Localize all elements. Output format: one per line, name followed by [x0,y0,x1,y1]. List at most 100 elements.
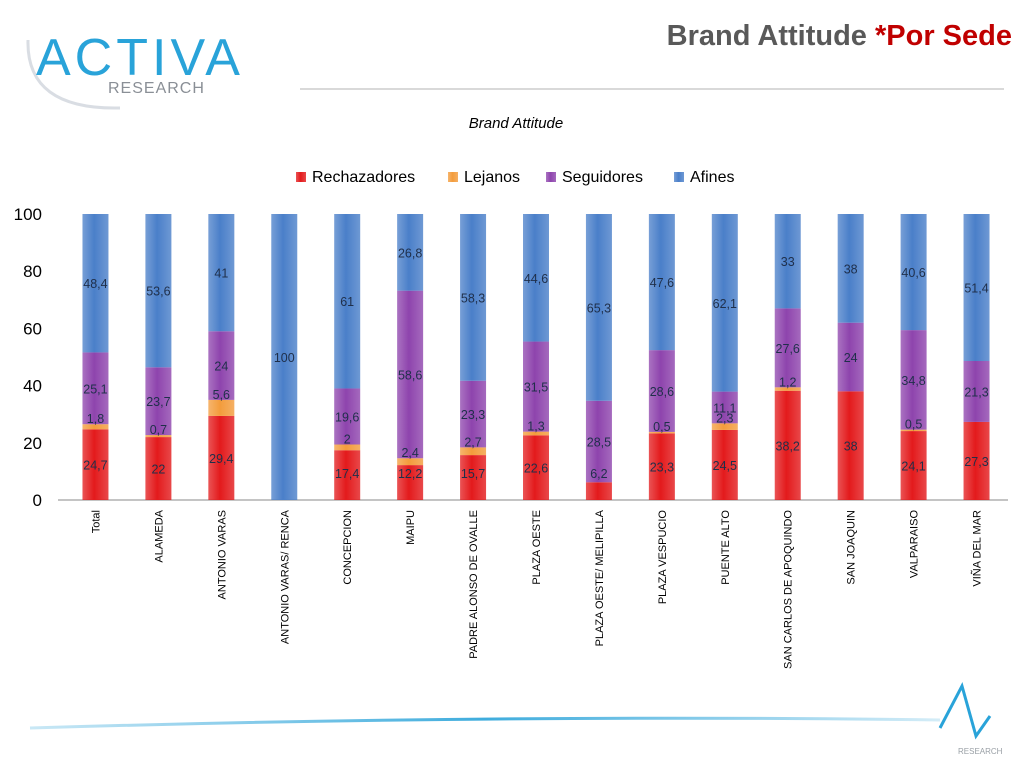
data-label-afines-alameda: 53,6 [146,285,170,299]
bar-segment-afines-maipu [397,214,424,291]
data-label-rechazadores-alameda: 22 [151,463,165,477]
data-label-afines-plaza-oeste: 44,6 [524,272,548,286]
x-tick-label-puente-alto: PUENTE ALTO [720,510,732,585]
bar-segment-rechazadores-valparaiso [900,431,927,500]
data-label-rechazadores-puente-alto: 24,5 [713,459,737,473]
bar-segment-seguidores-san-carlos-de-apoquindo [774,308,801,388]
logo-swoosh-icon [26,39,121,110]
x-tick-label-plaza-oeste: PLAZA OESTE [531,510,543,585]
data-label-rechazadores-concepcion: 17,4 [335,467,359,481]
x-tick-label-plaza-vespucio: PLAZA VESPUCIO [657,510,669,605]
bars-group [82,214,990,500]
data-label-afines-total: 48,4 [83,277,107,291]
legend-swatch-afines [674,172,684,182]
data-label-rechazadores-san-carlos-de-apoquindo: 38,2 [776,439,800,453]
y-tick-label-80: 80 [23,262,42,281]
logo-sub-text: RESEARCH [108,80,205,97]
bar-segment-lejanos-plaza-oeste [523,431,549,436]
data-label-seguidores-san-carlos-de-apoquindo: 27,6 [776,342,800,356]
bar-segment-lejanos-padre-alonso-de-ovalle [460,447,487,456]
bar-segment-seguidores-vina-del-mar [963,361,990,422]
data-label-seguidores-alameda: 23,7 [146,395,170,409]
bar-segment-rechazadores-plaza-oeste-melipilla [585,482,612,500]
bar-segment-seguidores-antonio-varas [208,331,235,400]
data-label-afines-antonio-varas-renca: 100 [274,351,295,365]
bar-segment-afines-san-joaquin [837,214,864,323]
bar-segment-rechazadores-concepcion [334,450,361,500]
data-label-afines-puente-alto: 62,1 [713,297,737,311]
bar-segment-seguidores-padre-alonso-de-ovalle [460,380,487,448]
bar-segment-lejanos-plaza-vespucio [648,431,675,434]
data-label-seguidores-plaza-vespucio: 28,6 [650,385,674,399]
data-label-afines-antonio-varas: 41 [214,267,228,281]
data-label-lejanos-puente-alto: 2,3 [716,411,733,425]
data-label-lejanos-plaza-vespucio: 0,5 [653,420,670,434]
bar-segment-rechazadores-alameda [145,437,172,500]
data-label-lejanos-alameda: 0,7 [150,423,167,437]
activa-research-logo: ACTIVA RESEARCH [26,29,240,110]
bar-segment-rechazadores-plaza-vespucio [648,433,675,500]
data-label-rechazadores-valparaiso: 24,1 [901,460,925,474]
data-label-seguidores-maipu: 58,6 [398,368,422,382]
page-title-accent: *Por Sede [875,20,1012,52]
x-axis-labels: Total ALAMEDA ANTONIO VARAS ANTONIO VARAS/ … [90,509,983,669]
data-label-seguidores-antonio-varas: 24 [214,360,228,374]
bar-segment-rechazadores-puente-alto [711,429,738,500]
bar-segment-seguidores-maipu [397,290,424,459]
y-tick-label-20: 20 [23,434,42,453]
data-label-lejanos-antonio-varas: 5,6 [213,388,230,402]
bar-segment-seguidores-total [82,352,109,425]
bar-segment-seguidores-puente-alto [711,391,738,424]
bar-segment-lejanos-concepcion [334,444,361,451]
page-title-main: Brand Attitude [666,20,867,52]
chart-legend: Rechazadores Lejanos Seguidores Afines [296,169,734,186]
bar-segment-afines-total [82,214,109,353]
data-label-seguidores-puente-alto: 11,1 [713,401,736,415]
data-label-afines-plaza-vespucio: 47,6 [650,276,674,290]
data-label-seguidores-total: 25,1 [83,382,107,396]
data-label-lejanos-san-carlos-de-apoquindo: 1,2 [779,375,796,389]
data-label-seguidores-padre-alonso-de-ovalle: 23,3 [461,408,485,422]
bar-segment-lejanos-valparaiso [900,429,927,432]
x-tick-label-plaza-oeste-melipilla: PLAZA OESTE/ MELIPILLA [594,509,606,646]
x-tick-label-san-carlos-de-apoquindo: SAN CARLOS DE APOQUINDO [783,510,795,669]
data-label-rechazadores-padre-alonso-de-ovalle: 15,7 [461,467,485,481]
bar-segment-seguidores-san-joaquin [837,322,864,392]
bar-segment-afines-vina-del-mar [963,214,990,362]
data-label-lejanos-padre-alonso-de-ovalle: 2,7 [464,435,481,449]
bar-segment-afines-alameda [145,214,172,368]
x-tick-label-antonio-varas: ANTONIO VARAS [216,510,228,599]
x-tick-label-vina-del-mar: VIÑA DEL MAR [971,510,984,587]
bar-segment-afines-plaza-oeste-melipilla [585,214,612,401]
data-label-rechazadores-plaza-oeste-melipilla: 6,2 [590,467,607,481]
bar-segment-afines-puente-alto [711,214,738,392]
footer-logo-text: RESEARCH [958,747,1003,756]
x-tick-label-concepcion: CONCEPCION [342,510,354,585]
data-label-seguidores-concepcion: 19,6 [335,410,359,424]
bar-segment-rechazadores-plaza-oeste [523,435,549,500]
data-label-afines-concepcion: 61 [340,295,354,309]
bar-segment-afines-plaza-oeste [523,214,549,342]
chart-title: Brand Attitude [469,115,564,132]
x-tick-label-alameda: ALAMEDA [153,509,165,562]
x-tick-label-san-joaquin: SAN JOAQUIN [846,510,858,585]
bar-segment-afines-plaza-vespucio [648,214,675,351]
data-label-rechazadores-total: 24,7 [83,459,107,473]
data-label-lejanos-concepcion: 2 [344,433,351,447]
legend-label-seguidores: Seguidores [562,169,643,186]
data-label-seguidores-plaza-oeste: 31,5 [524,381,548,395]
footer-decoration: RESEARCH [29,681,1003,756]
bar-segment-seguidores-alameda [145,367,172,436]
bar-segment-rechazadores-san-joaquin [837,391,864,500]
footer-logo-icon [938,681,992,740]
legend-swatch-lejanos [448,172,458,182]
y-tick-label-60: 60 [23,319,42,338]
x-tick-label-antonio-varas-renca: ANTONIO VARAS/ RENCA [279,509,291,644]
x-tick-label-valparaiso: VALPARAISO [909,510,921,579]
bar-segment-rechazadores-maipu [397,465,424,500]
bar-segment-lejanos-total [82,424,109,430]
bar-segment-lejanos-san-carlos-de-apoquindo [774,387,801,391]
bar-segment-lejanos-alameda [145,435,172,438]
bar-segment-afines-padre-alonso-de-ovalle [460,214,487,381]
bar-segment-rechazadores-san-carlos-de-apoquindo [774,390,801,500]
